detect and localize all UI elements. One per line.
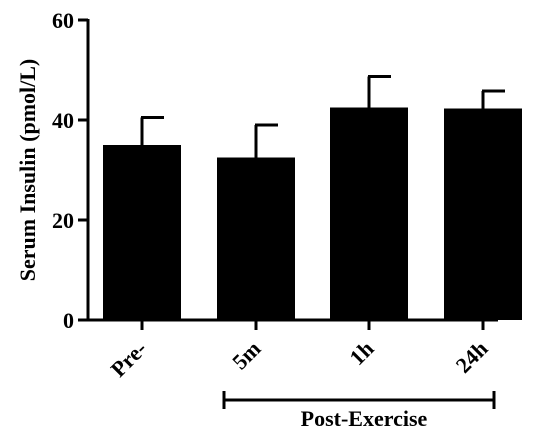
x-tick-label-1h: 1h: [344, 336, 378, 370]
x-tick-label-Pre-: Pre-: [106, 336, 152, 382]
y-tick-label-20: 20: [52, 208, 74, 233]
bar-24h: [444, 108, 522, 320]
y-tick-label-0: 0: [63, 308, 74, 333]
y-axis-label: Serum Insulin (pmol/L): [15, 59, 40, 282]
group-bracket-label: Post-Exercise: [301, 406, 428, 431]
x-tick-label-24h: 24h: [451, 336, 493, 378]
bar-1h: [330, 107, 408, 320]
bar-5m: [217, 157, 295, 320]
x-tick-label-5m: 5m: [227, 336, 265, 374]
group-bracket: [222, 391, 496, 409]
chart-marks: 0 20 40 60 Pre- 5m 1h 24h: [52, 8, 522, 409]
y-tick-label-60: 60: [52, 8, 74, 33]
bar-Pre-: [103, 145, 181, 320]
y-tick-label-40: 40: [52, 108, 74, 133]
